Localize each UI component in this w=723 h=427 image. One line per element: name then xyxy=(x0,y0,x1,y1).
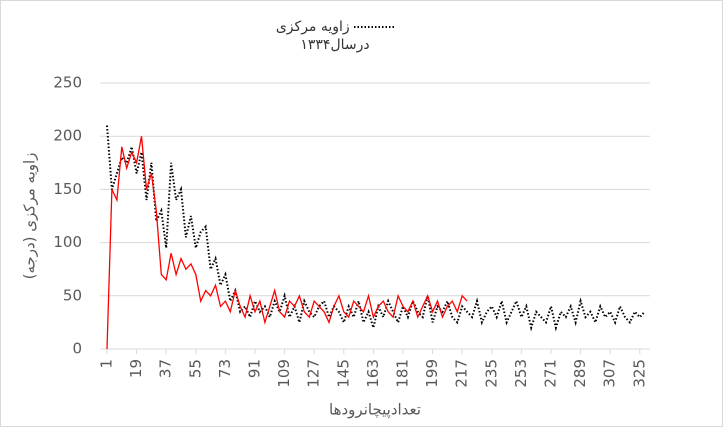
y-tick-label: 250 xyxy=(53,74,82,92)
legend-marker xyxy=(354,26,395,28)
y-tick-label: 150 xyxy=(53,180,82,198)
x-tick-label: 271 xyxy=(541,359,559,388)
x-tick-label: 19 xyxy=(127,359,145,378)
x-tick-label: 127 xyxy=(305,359,323,388)
x-tick-label: 163 xyxy=(364,359,382,388)
x-tick-label: 307 xyxy=(601,359,619,388)
x-tick-label: 145 xyxy=(334,359,352,388)
x-tick-label: 199 xyxy=(423,359,441,388)
y-tick-label: 50 xyxy=(63,286,82,304)
x-tick-label: 289 xyxy=(571,359,589,388)
x-tick-label: 73 xyxy=(216,359,234,378)
y-tick-label: 100 xyxy=(53,233,82,251)
series-line xyxy=(106,125,646,332)
legend-entry: زاویه مرکزی درسال۱۳۳۴ xyxy=(275,19,370,53)
x-tick-label: 235 xyxy=(482,359,500,388)
y-axis-title: زاویه مرکزی (درجه) xyxy=(21,153,39,280)
x-tick-label: 181 xyxy=(393,359,411,388)
x-tick-label: 325 xyxy=(630,359,648,388)
x-axis-title: تعدادپیچانرودها xyxy=(329,401,421,420)
x-tick-label: 253 xyxy=(512,359,530,388)
x-tick-label: 55 xyxy=(186,359,204,378)
legend: زاویه مرکزی درسال۱۳۳۴ xyxy=(250,18,420,54)
x-tick-label: 37 xyxy=(157,359,175,378)
x-tick-label: 217 xyxy=(453,359,471,388)
series-line xyxy=(106,136,468,350)
y-tick-label: 0 xyxy=(72,340,82,358)
x-tick-label: 109 xyxy=(275,359,293,388)
x-tick-label: 91 xyxy=(245,359,263,378)
y-tick-label: 200 xyxy=(53,127,82,145)
x-tick-label: 1 xyxy=(98,359,116,369)
